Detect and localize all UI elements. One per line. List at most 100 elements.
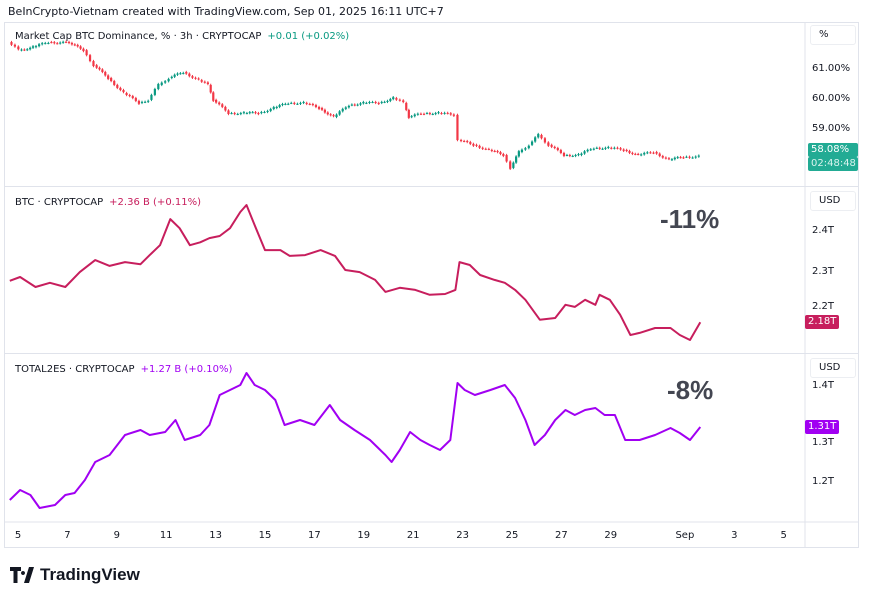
candle xyxy=(221,104,224,107)
candle xyxy=(478,145,481,148)
candle xyxy=(248,112,251,114)
candle xyxy=(53,42,56,44)
candle xyxy=(107,75,110,79)
candle xyxy=(496,151,499,153)
candle xyxy=(296,103,299,105)
candle xyxy=(607,146,610,148)
candle xyxy=(116,84,119,88)
candle xyxy=(320,107,324,110)
candle xyxy=(34,46,38,48)
candle xyxy=(431,113,434,115)
candle xyxy=(67,41,71,43)
candle xyxy=(153,89,156,95)
candle xyxy=(206,82,209,85)
candle xyxy=(685,156,688,158)
candle xyxy=(628,150,631,153)
candle xyxy=(550,144,553,147)
x-tick-label: 5 xyxy=(14,530,22,541)
candle xyxy=(604,147,607,149)
change-annotation: -8% xyxy=(667,374,714,405)
bar-countdown: 02:48:48 xyxy=(808,156,858,171)
candle xyxy=(326,112,329,115)
candle xyxy=(389,99,392,101)
candle xyxy=(302,102,305,104)
candle xyxy=(524,148,527,150)
x-tick-label: 17 xyxy=(308,530,321,541)
y-tick-label: 2.4T xyxy=(812,225,835,237)
candle xyxy=(386,100,389,102)
candle xyxy=(625,149,628,151)
candle xyxy=(434,113,437,115)
candle xyxy=(47,42,50,44)
y-tick-label: 60.00% xyxy=(812,93,851,104)
candle xyxy=(10,42,13,45)
candle xyxy=(499,152,502,155)
candle xyxy=(173,74,176,77)
candle xyxy=(574,155,577,157)
candle xyxy=(362,102,365,104)
x-tick-label: 21 xyxy=(406,530,420,541)
x-tick-label: 5 xyxy=(780,530,787,541)
tradingview-logo[interactable]: TradingView xyxy=(10,565,140,585)
candle xyxy=(502,154,505,156)
candle xyxy=(580,153,583,156)
candle xyxy=(428,113,431,115)
series-title: BTC · CRYPTOCAP xyxy=(15,197,104,208)
series-change: +2.36 B (+0.11%) xyxy=(109,197,201,208)
last-price-badge: 2.18T xyxy=(805,315,840,330)
candle xyxy=(658,153,661,157)
candle xyxy=(85,50,88,56)
candle xyxy=(392,97,395,100)
series-line xyxy=(9,204,702,341)
candle xyxy=(44,43,47,45)
candle xyxy=(323,109,326,113)
candle xyxy=(443,112,446,114)
candle xyxy=(160,82,163,85)
candle xyxy=(197,78,200,80)
pane-title: TOTAL2ES · CRYPTOCAP +1.27 B (+0.10%) xyxy=(15,364,232,375)
candle xyxy=(335,114,338,117)
candle xyxy=(113,81,116,85)
unit-button[interactable]: USD xyxy=(810,358,856,378)
candle xyxy=(616,147,619,149)
candle xyxy=(329,114,332,116)
candle xyxy=(682,157,685,159)
unit-button[interactable]: % xyxy=(810,25,856,45)
candle xyxy=(245,113,248,115)
candle xyxy=(405,102,408,110)
unit-button[interactable]: USD xyxy=(810,191,856,211)
candle xyxy=(194,77,197,79)
candle xyxy=(413,114,416,117)
candle xyxy=(646,152,649,154)
x-tick-label: Sep xyxy=(675,530,695,541)
candle xyxy=(490,149,493,151)
series-line xyxy=(9,372,702,509)
x-tick-label: 3 xyxy=(731,530,738,541)
candle xyxy=(383,101,386,103)
candle xyxy=(157,84,160,90)
candle xyxy=(179,73,182,75)
candle xyxy=(667,158,671,160)
candle xyxy=(88,55,92,62)
candle xyxy=(691,157,694,159)
candle xyxy=(452,114,455,116)
candle xyxy=(631,152,634,154)
candle xyxy=(419,113,423,115)
candle xyxy=(278,105,281,107)
candle xyxy=(517,151,520,157)
candle xyxy=(293,102,296,104)
y-tick-label: 59.00% xyxy=(812,122,851,134)
candle xyxy=(110,78,113,82)
candle xyxy=(257,113,260,115)
candle xyxy=(583,151,586,154)
candle xyxy=(456,114,459,141)
candle xyxy=(509,161,512,169)
candle xyxy=(275,106,278,108)
candle xyxy=(661,156,664,158)
candle xyxy=(338,111,341,115)
candle xyxy=(239,113,242,115)
candle xyxy=(437,112,440,114)
candle xyxy=(17,46,20,50)
candle xyxy=(416,113,419,115)
